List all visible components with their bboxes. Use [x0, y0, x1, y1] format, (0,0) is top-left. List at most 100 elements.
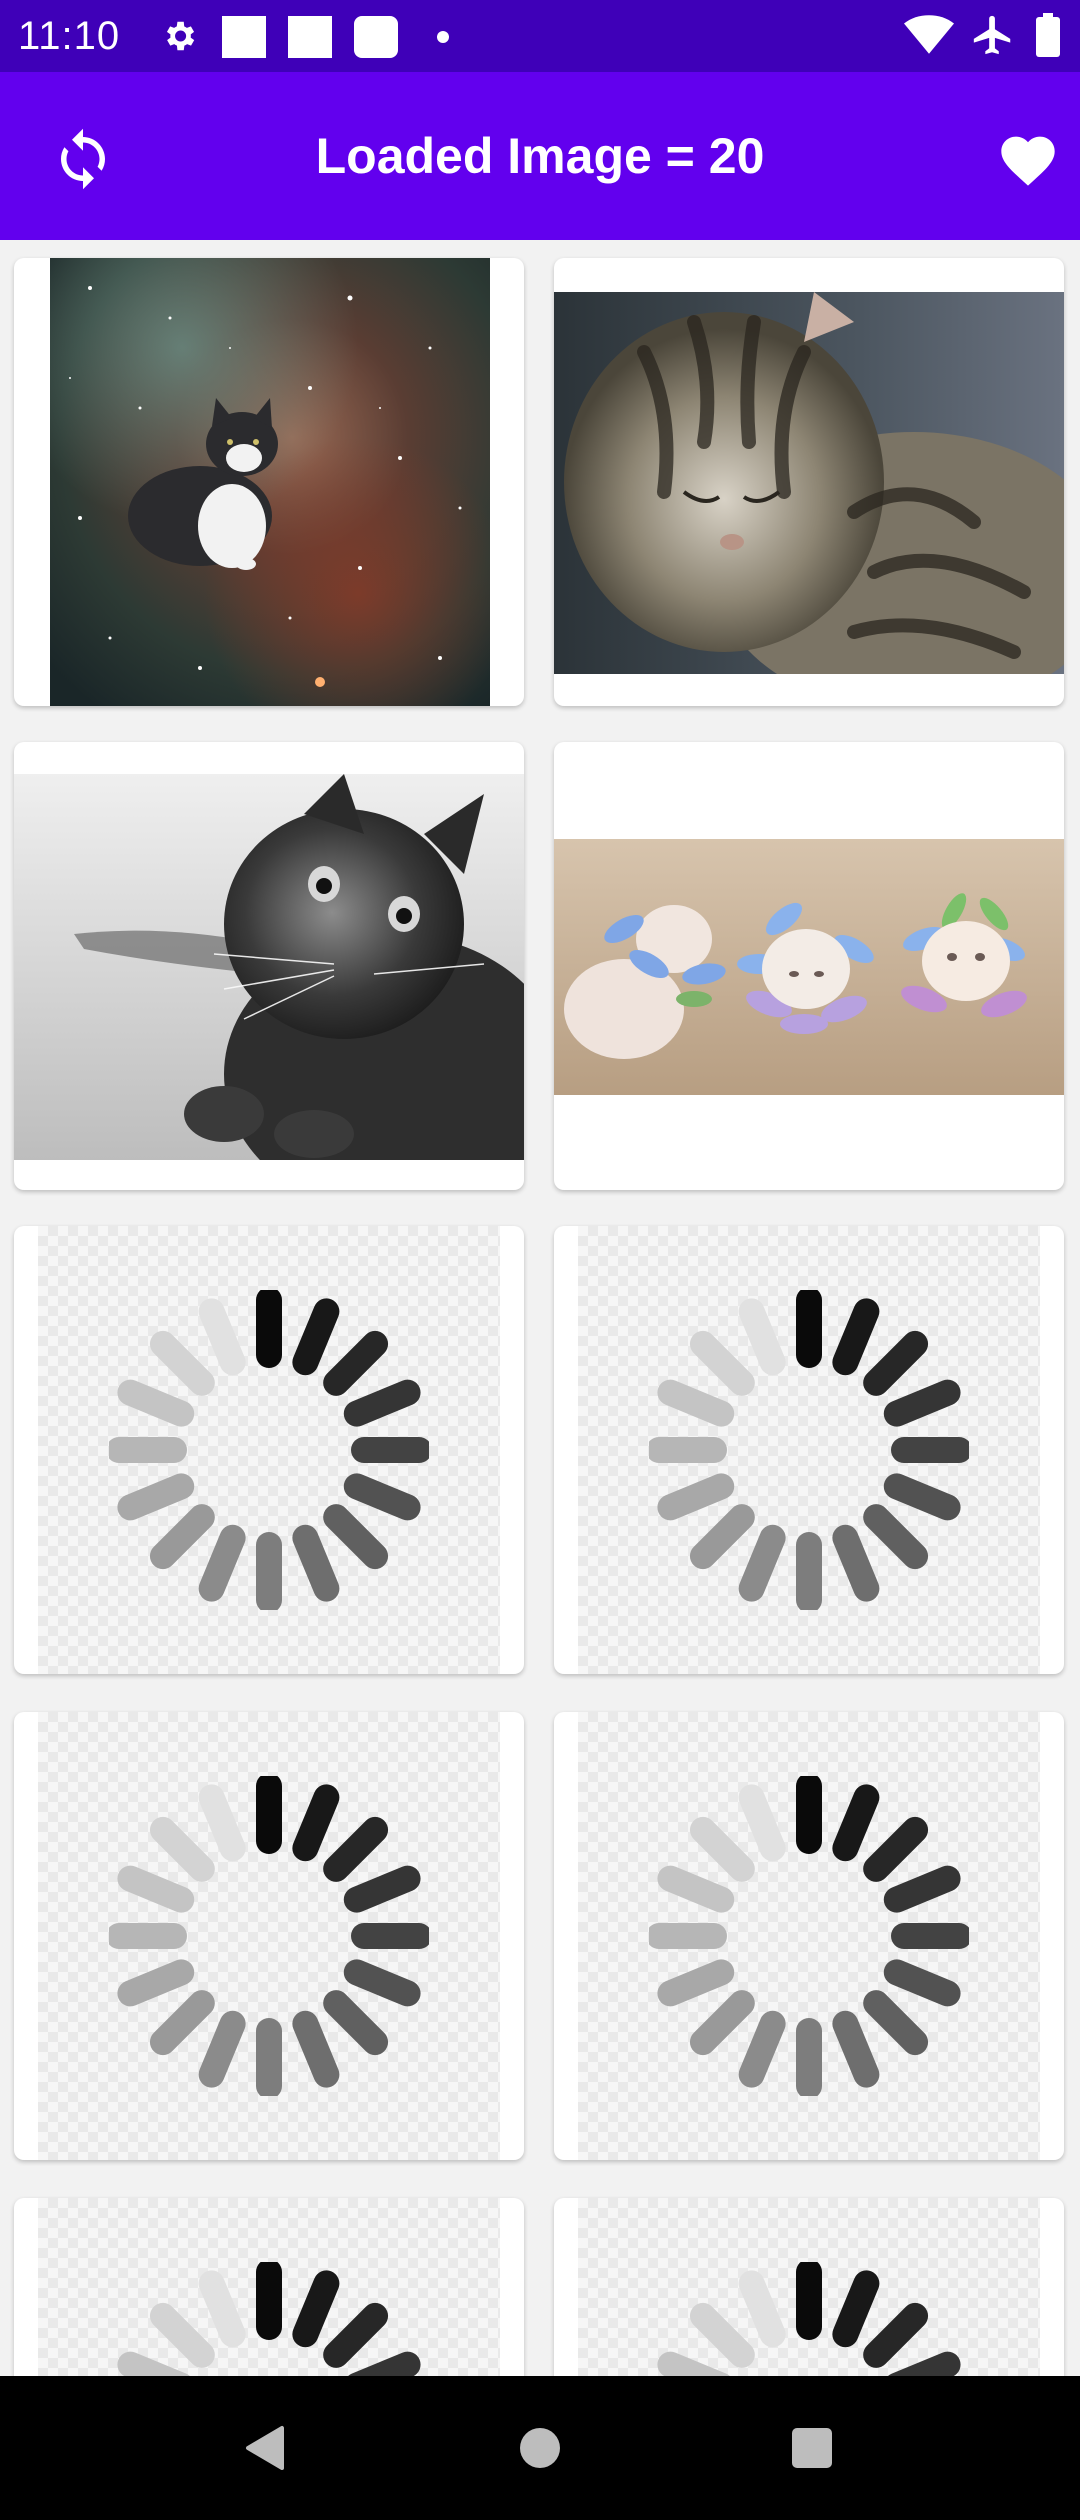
spinner-spoke	[323, 1990, 389, 2056]
loading-spinner-icon	[649, 1776, 969, 2096]
loading-card[interactable]	[14, 2198, 524, 2376]
spinner-spoke	[863, 1816, 929, 1882]
image-card[interactable]	[554, 742, 1064, 1190]
loading-card[interactable]	[14, 1226, 524, 1674]
loading-card[interactable]	[554, 1226, 1064, 1674]
spinner-spoke	[832, 1298, 880, 1376]
transparent-background	[578, 2198, 1040, 2376]
spinner-spoke	[657, 1473, 735, 1521]
spinner-spoke	[863, 2302, 929, 2368]
spinner-spoke	[689, 1330, 755, 1396]
loading-card[interactable]	[554, 2198, 1064, 2376]
spinner-spoke	[198, 2010, 246, 2088]
home-icon[interactable]	[508, 2416, 572, 2480]
page-title: Loaded Image = 20	[315, 128, 765, 184]
three-kittens-image	[554, 839, 1064, 1095]
heart-icon[interactable]	[996, 128, 1060, 188]
loading-spinner-icon	[117, 2262, 421, 2376]
back-icon[interactable]	[236, 2416, 300, 2480]
spinner-spoke	[149, 1330, 215, 1396]
spinner-spoke	[323, 2302, 389, 2368]
recents-icon[interactable]	[780, 2416, 844, 2480]
loading-spinner-icon	[649, 1290, 969, 1610]
spinner-spoke	[117, 1959, 195, 2007]
spinner-spoke	[883, 1865, 961, 1913]
image-card[interactable]	[14, 258, 524, 706]
notification-rounded-icon	[354, 16, 398, 58]
spinner-spoke	[323, 1504, 389, 1570]
spinner-spoke	[832, 1784, 880, 1862]
spinner-spoke	[343, 1959, 421, 2007]
spinner-spoke	[883, 2351, 961, 2376]
spinner-spoke	[292, 2270, 340, 2348]
spinner-spoke	[198, 1524, 246, 1602]
app-bar: Loaded Image = 20	[0, 72, 1080, 240]
spinner-spoke	[198, 2270, 246, 2348]
spinner-spoke	[657, 1959, 735, 2007]
airplane-icon	[973, 15, 1011, 55]
spinner-spoke	[323, 1816, 389, 1882]
spinner-spoke	[832, 2010, 880, 2088]
spinner-spoke	[738, 1784, 786, 1862]
gear-icon	[166, 21, 195, 51]
spinner-spoke	[343, 1379, 421, 1427]
spinner-spoke	[689, 1504, 755, 1570]
loading-spinner-icon	[109, 1776, 429, 2096]
tabby-kitten-image	[554, 292, 1064, 674]
spinner-spoke	[198, 1784, 246, 1862]
spinner-spoke	[292, 1524, 340, 1602]
spinner-spoke	[832, 2270, 880, 2348]
spinner-spoke	[738, 2270, 786, 2348]
spinner-spoke	[738, 1524, 786, 1602]
loading-card[interactable]	[554, 1712, 1064, 2160]
loading-spinner-icon	[657, 2262, 961, 2376]
spinner-spoke	[117, 1379, 195, 1427]
spinner-spoke	[883, 1379, 961, 1427]
spinner-spoke	[149, 1504, 215, 1570]
spinner-spoke	[863, 1990, 929, 2056]
spinner-spoke	[292, 1298, 340, 1376]
spinner-spoke	[149, 1990, 215, 2056]
spinner-spoke	[738, 1298, 786, 1376]
image-grid[interactable]	[0, 240, 1080, 2376]
spinner-spoke	[149, 1816, 215, 1882]
spinner-spoke	[863, 1504, 929, 1570]
spinner-spoke	[343, 2351, 421, 2376]
notification-square-icon	[222, 16, 266, 58]
spinner-spoke	[689, 1816, 755, 1882]
spinner-spoke	[689, 2302, 755, 2368]
notification-square-icon	[288, 16, 332, 58]
navigation-bar	[0, 2376, 1080, 2520]
image-card[interactable]	[14, 742, 524, 1190]
battery-icon	[1036, 13, 1060, 57]
spinner-spoke	[343, 1473, 421, 1521]
spinner-spoke	[657, 1379, 735, 1427]
spinner-spoke	[657, 1865, 735, 1913]
spinner-spoke	[117, 1473, 195, 1521]
spinner-spoke	[657, 2351, 735, 2376]
spinner-spoke	[343, 1865, 421, 1913]
spinner-spoke	[149, 2302, 215, 2368]
spinner-spoke	[323, 1330, 389, 1396]
spinner-spoke	[117, 2351, 195, 2376]
spinner-spoke	[292, 2010, 340, 2088]
wifi-icon	[904, 15, 954, 54]
refresh-icon[interactable]	[50, 126, 116, 192]
black-white-kitten-image	[14, 774, 524, 1160]
cat-in-space-image	[50, 258, 490, 706]
spinner-spoke	[883, 1473, 961, 1521]
status-bar: 11:10	[0, 0, 1080, 72]
spinner-spoke	[198, 1298, 246, 1376]
spinner-spoke	[832, 1524, 880, 1602]
spinner-spoke	[117, 1865, 195, 1913]
spinner-spoke	[863, 1330, 929, 1396]
dot-icon	[437, 31, 449, 43]
loading-card[interactable]	[14, 1712, 524, 2160]
spinner-spoke	[883, 1959, 961, 2007]
spinner-spoke	[689, 1990, 755, 2056]
spinner-spoke	[738, 2010, 786, 2088]
image-card[interactable]	[554, 258, 1064, 706]
loading-spinner-icon	[109, 1290, 429, 1610]
status-time: 11:10	[18, 14, 121, 58]
spinner-spoke	[292, 1784, 340, 1862]
